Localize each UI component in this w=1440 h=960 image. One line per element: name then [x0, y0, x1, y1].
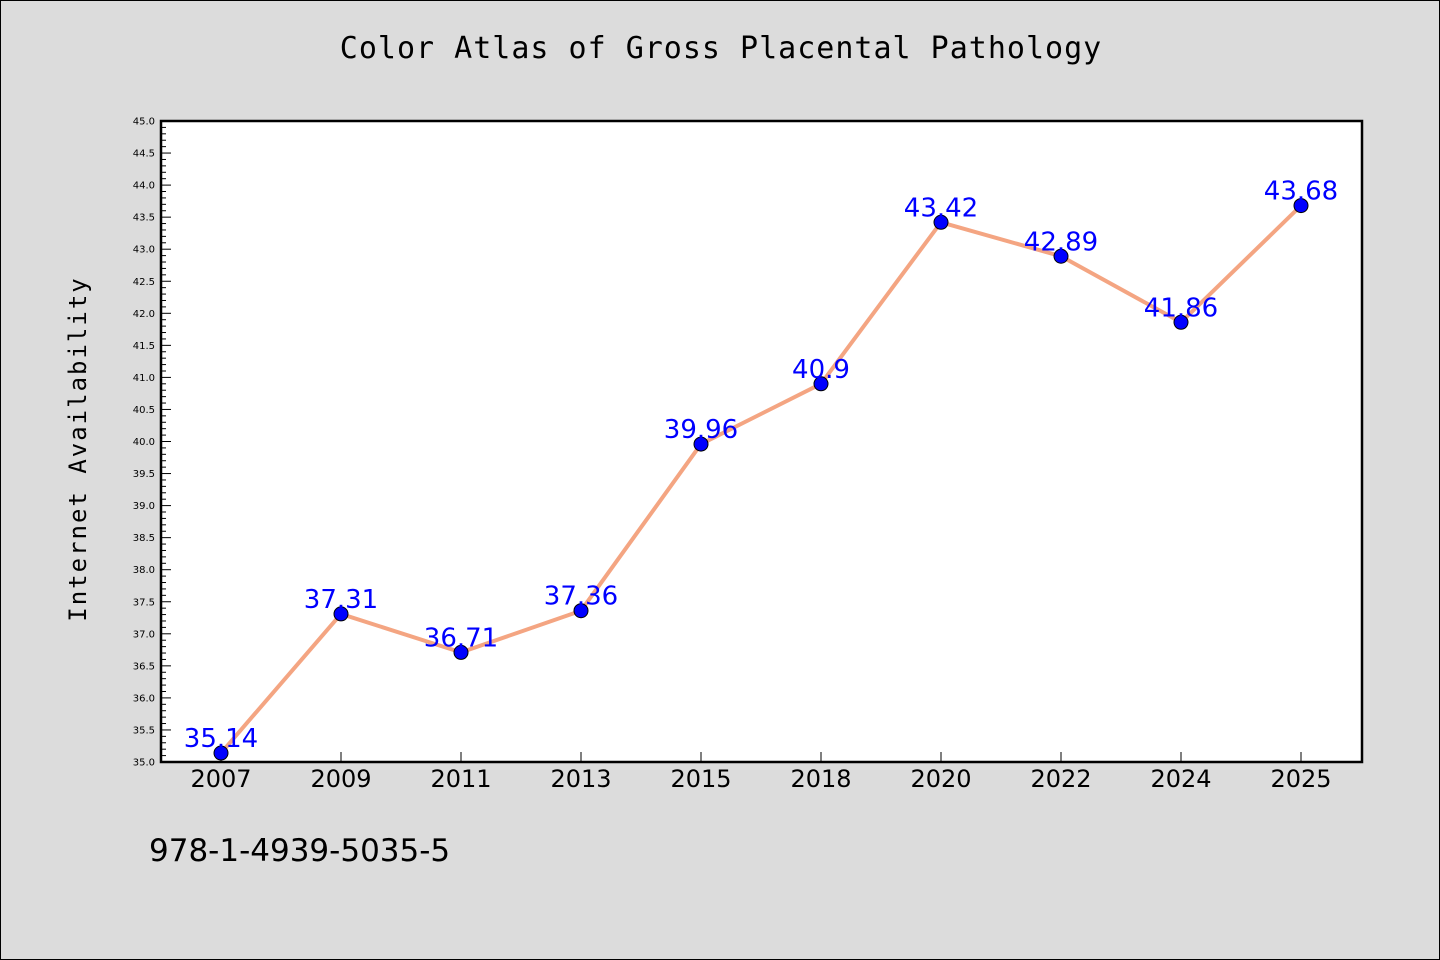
y-tick-label: 43.5: [133, 213, 155, 224]
y-axis-label: Internet Availability: [64, 276, 92, 621]
y-tick-label: 40.0: [133, 437, 155, 448]
y-tick-label: 40.5: [133, 405, 155, 416]
y-tick-label: 37.0: [133, 629, 155, 640]
y-tick-label: 44.0: [133, 181, 155, 192]
y-tick-label: 36.5: [133, 661, 155, 672]
y-tick-label: 41.5: [133, 341, 155, 352]
plot-area: [159, 119, 1364, 764]
data-point: [933, 214, 949, 230]
series-line: [219, 204, 1303, 755]
data-label: 36.71: [424, 623, 498, 653]
data-point: [1053, 248, 1069, 264]
data-label: 40.9: [792, 355, 850, 385]
data-label: 35.14: [184, 724, 258, 754]
y-tick-label: 39.5: [133, 469, 155, 480]
data-label: 39.96: [664, 415, 738, 445]
x-tick-label: 2024: [1150, 765, 1211, 793]
x-tick-label: 2011: [430, 765, 491, 793]
data-label: 42.89: [1024, 227, 1098, 257]
y-tick-label: 41.0: [133, 373, 155, 384]
y-tick-label: 37.5: [133, 597, 155, 608]
y-tick-label: 35.5: [133, 725, 155, 736]
data-point: [333, 606, 349, 622]
data-label: 43.68: [1264, 177, 1338, 207]
x-tick-label: 2013: [550, 765, 611, 793]
x-tick-label: 2025: [1270, 765, 1331, 793]
data-point: [213, 745, 229, 761]
y-tick-label: 38.0: [133, 565, 155, 576]
data-label: 37.36: [544, 582, 618, 612]
y-tick-label: 44.5: [133, 149, 155, 160]
y-tick-label: 39.0: [133, 501, 155, 512]
y-tick-label: 42.5: [133, 277, 155, 288]
x-tick-label: 2018: [790, 765, 851, 793]
y-tick-label: 42.0: [133, 309, 155, 320]
data-label: 37.31: [304, 585, 378, 615]
data-point: [573, 603, 589, 619]
chart-title: Color Atlas of Gross Placental Pathology: [339, 31, 1103, 66]
y-tick-label: 43.0: [133, 245, 155, 256]
data-point: [453, 644, 469, 660]
data-point: [693, 436, 709, 452]
x-tick-label: 2020: [910, 765, 971, 793]
data-point: [1293, 198, 1309, 214]
y-axis-ticks: 35.0 35.5 36.0 36.5 37.0 37.5 38.0 38.5 39.0 39.5…: [133, 117, 171, 769]
y-tick-label: 36.0: [133, 693, 155, 704]
series-group: 35.14 37.31 36.71 37.36 39.96 40.9 43.42 42.89 4…: [184, 177, 1338, 761]
data-label: 43.42: [904, 193, 978, 223]
data-point: [1173, 314, 1189, 330]
x-tick-label: 2007: [190, 765, 251, 793]
x-tick-label: 2015: [670, 765, 731, 793]
y-tick-label: 38.5: [133, 533, 155, 544]
data-point: [813, 376, 829, 392]
y-tick-label: 35.0: [133, 758, 155, 769]
data-label: 41.86: [1144, 293, 1218, 323]
isbn-text: 978-1-4939-5035-5: [149, 833, 451, 869]
x-tick-label: 2022: [1030, 765, 1091, 793]
x-tick-label: 2009: [310, 765, 371, 793]
y-tick-label: 45.0: [133, 117, 155, 128]
x-axis-ticks: 2007 2009 2011 2013 2015 2018 2020 2022 2024 2025: [190, 752, 1332, 793]
